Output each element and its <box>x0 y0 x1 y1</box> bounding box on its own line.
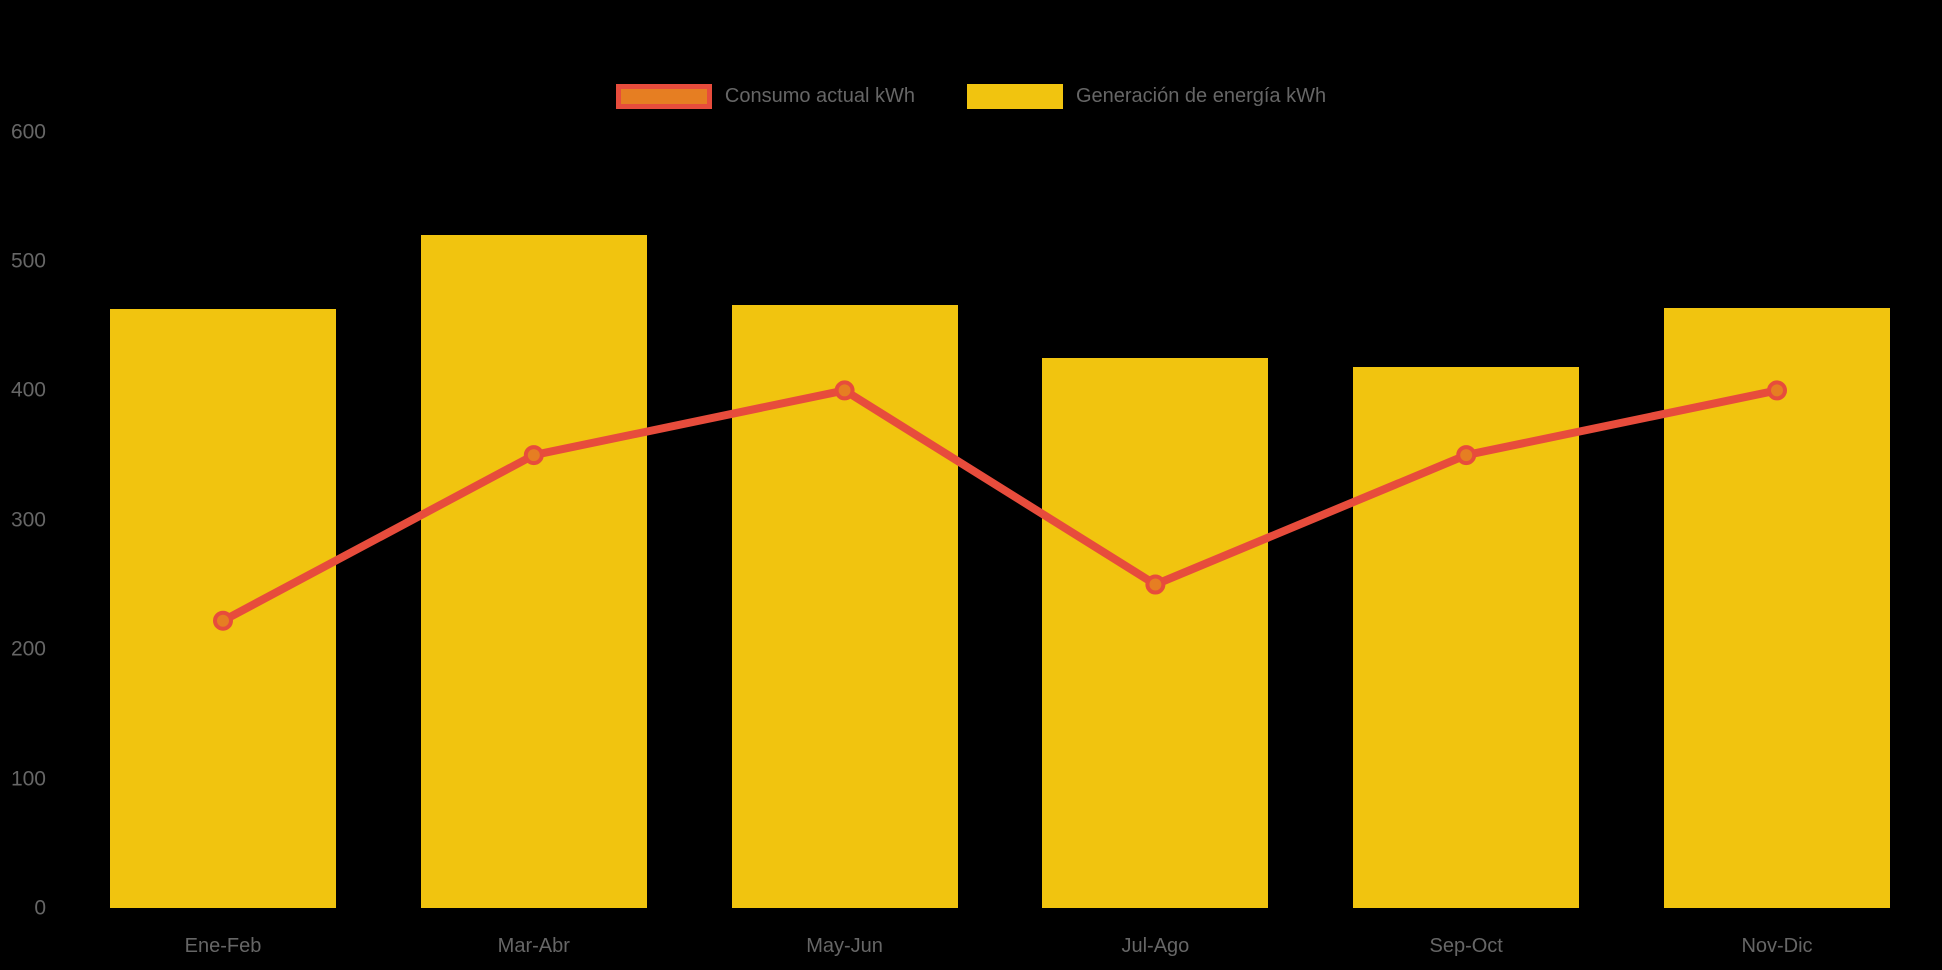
y-tick-label-200: 200 <box>10 637 46 661</box>
legend-item-consumption[interactable]: Consumo actual kWh <box>615 84 915 109</box>
x-tick-label-jul-ago: Jul-Ago <box>1121 935 1190 957</box>
consumption-point-sep-oct[interactable] <box>1456 445 1477 466</box>
bar-jul-ago[interactable] <box>1042 358 1269 908</box>
legend-item-generation[interactable]: Generación de energía kWh <box>966 84 1327 109</box>
consumption-point-nov-dic[interactable] <box>1767 380 1787 401</box>
x-tick-label-nov-dic: Nov-Dic <box>1741 935 1813 957</box>
y-tick-label-500: 500 <box>10 249 46 273</box>
consumption-point-mar-abr[interactable] <box>523 445 544 466</box>
y-tick-label-400: 400 <box>10 378 46 402</box>
bar-ene-feb[interactable] <box>110 308 336 908</box>
consumption-point-ene-feb[interactable] <box>213 610 233 631</box>
y-tick-label-0: 0 <box>34 896 46 920</box>
x-tick-label-mar-abr: Mar-Abr <box>497 935 570 957</box>
bar-mar-abr[interactable] <box>420 235 647 908</box>
x-tick-label-sep-oct: Sep-Oct <box>1429 935 1503 957</box>
legend-label-generation: Generación de energía kWh <box>1075 85 1327 107</box>
generation-bar-swatch <box>966 84 1063 109</box>
legend-label-consumption: Consumo actual kWh <box>724 85 915 107</box>
chart-legend: Consumo actual kWh Generación de energía… <box>0 84 1942 109</box>
x-tick-label-ene-feb: Ene-Feb <box>184 935 262 957</box>
consumption-line-swatch <box>615 84 712 109</box>
consumption-point-may-jun[interactable] <box>834 380 855 401</box>
y-tick-label-300: 300 <box>10 508 46 532</box>
y-tick-label-600: 600 <box>10 120 46 144</box>
x-tick-label-may-jun: May-Jun <box>806 935 883 957</box>
y-tick-label-100: 100 <box>10 767 46 791</box>
consumption-point-jul-ago[interactable] <box>1145 574 1166 595</box>
